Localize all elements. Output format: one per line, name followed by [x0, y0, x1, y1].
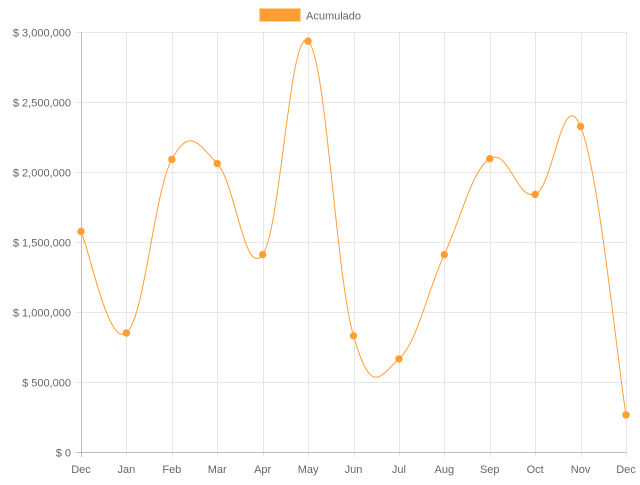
x-tick-label: Mar: [208, 464, 227, 476]
x-tick-labels: Dec Jan Feb Mar Apr May Jun Jul Aug Sep Oct Nov Dec: [71, 464, 636, 476]
data-point-jul-7[interactable]: [395, 355, 403, 363]
y-tick-label: $ 2,500,000: [13, 98, 71, 110]
x-tick-label: Dec: [616, 464, 636, 476]
data-point-aug-8[interactable]: [440, 250, 449, 259]
series: [77, 37, 630, 419]
x-tick-label: Jun: [345, 464, 363, 476]
data-point-jan-1[interactable]: [122, 329, 131, 337]
x-tick-label: Sep: [480, 464, 500, 476]
data-point-apr-4[interactable]: [258, 250, 267, 259]
data-point-nov-11[interactable]: [576, 122, 585, 131]
y-tick-label: $ 500,000: [22, 378, 71, 390]
data-point-dec-0[interactable]: [77, 227, 85, 236]
legend-swatch[interactable]: [259, 8, 301, 22]
axes: [81, 32, 626, 453]
x-tick-label: Jul: [392, 464, 406, 476]
y-tick-label: $ 3,000,000: [13, 28, 71, 40]
x-tick-label: Feb: [162, 464, 181, 476]
x-tick-label: Nov: [571, 464, 591, 476]
data-point-oct-10[interactable]: [531, 190, 539, 199]
y-tick-labels: $ 0 $ 500,000 $ 1,000,000 $ 1,500,000 $ 2,00…: [13, 28, 71, 460]
x-tick-label: Oct: [527, 464, 544, 476]
y-tick-label: $ 2,000,000: [13, 168, 71, 180]
series-line-acumulado: [80, 39, 627, 415]
y-tick-label: $ 1,000,000: [13, 308, 71, 320]
legend[interactable]: Acumulado: [259, 8, 361, 23]
x-tick-label: Aug: [435, 464, 455, 476]
data-point-jun-6[interactable]: [349, 332, 358, 340]
data-point-sep-9[interactable]: [486, 155, 494, 163]
x-tick-label: Apr: [254, 464, 271, 476]
legend-label[interactable]: Acumulado: [306, 11, 361, 23]
data-point-may-5[interactable]: [304, 37, 312, 45]
grid: [76, 32, 627, 457]
data-point-mar-3[interactable]: [213, 159, 221, 168]
data-point-feb-2[interactable]: [168, 155, 176, 164]
x-tick-label: Dec: [71, 464, 91, 476]
y-tick-label: $ 1,500,000: [13, 238, 71, 250]
data-point-dec-12[interactable]: [622, 411, 630, 419]
x-tick-label: May: [298, 464, 319, 476]
y-tick-label: $ 0: [56, 448, 71, 460]
x-tick-label: Jan: [118, 464, 136, 476]
